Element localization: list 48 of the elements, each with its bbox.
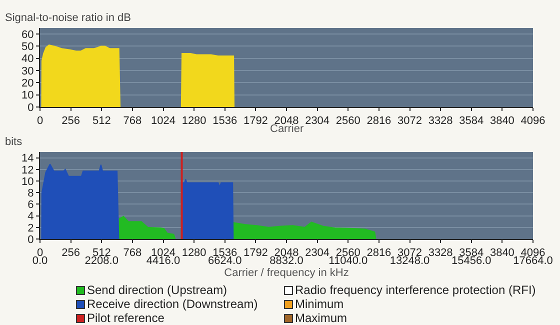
y-tick-label: 8 <box>28 187 34 200</box>
x-tick-label: 4096 <box>520 115 546 128</box>
x-tick-label: 1280 <box>182 247 206 260</box>
legend-label: Send direction (Upstream) <box>87 283 228 297</box>
y-tick-label: 10 <box>22 90 34 102</box>
y-tick-label: 30 <box>22 65 34 78</box>
y-tick-label: 0 <box>28 102 34 114</box>
legend-label: Receive direction (Downstream) <box>87 297 258 311</box>
x-tick-label: 2816 <box>366 115 392 128</box>
x-tick-label: 256 <box>62 247 80 260</box>
legend-label: Minimum <box>295 297 344 311</box>
y-tick-label: 50 <box>22 41 34 54</box>
legend-label: Pilot reference <box>87 311 164 325</box>
y-tick-label: 4 <box>28 210 34 223</box>
y-tick-label: 20 <box>22 78 34 90</box>
y-axis-title: Signal-to-noise ratio in dB <box>5 12 131 24</box>
x-tick-label: 256 <box>62 115 80 128</box>
y-tick-label: 10 <box>22 176 34 188</box>
x-tick-label: 2560 <box>336 115 360 128</box>
x-tick-label: 2816 <box>366 247 392 260</box>
x-tick-label: 3072 <box>398 115 422 128</box>
x-tick-label: 3840 <box>490 247 514 260</box>
y-tick-label: 6 <box>28 199 34 212</box>
y-tick-label: 14 <box>22 152 34 165</box>
y-tick-label: 40 <box>22 53 34 66</box>
x-tick-label: 1024 <box>151 115 176 128</box>
y-axis-title: bits <box>5 136 23 148</box>
y-tick-label: 12 <box>22 164 34 176</box>
x-tick-label: 3584 <box>459 115 484 128</box>
x-tick-label: 1536 <box>212 115 238 128</box>
x-tick-label: 1792 <box>243 115 268 128</box>
x-tick-label: 3328 <box>428 115 453 128</box>
x-tick-label: 0 <box>36 115 44 128</box>
y-tick-label: 60 <box>22 28 34 41</box>
x-tick-label: 1792 <box>243 247 268 260</box>
x-tick-label: 1280 <box>182 115 206 128</box>
x-tick-label: 3328 <box>428 247 453 260</box>
x-tick-label: 512 <box>92 115 111 128</box>
x-tick-label: 2304 <box>305 115 330 128</box>
x-tick-label: 768 <box>123 247 142 260</box>
legend-label: Radio frequency interference protection (RFI) <box>295 283 536 297</box>
x-tick-label: 3840 <box>490 115 514 128</box>
legend-label: Maximum <box>295 311 348 325</box>
x-tick-label: 768 <box>123 115 142 128</box>
x-axis-title: Carrier / frequency in kHz <box>224 267 349 280</box>
y-tick-label: 0 <box>28 234 34 246</box>
x-tick-label: 2304 <box>305 247 330 260</box>
y-tick-label: 2 <box>28 222 34 234</box>
